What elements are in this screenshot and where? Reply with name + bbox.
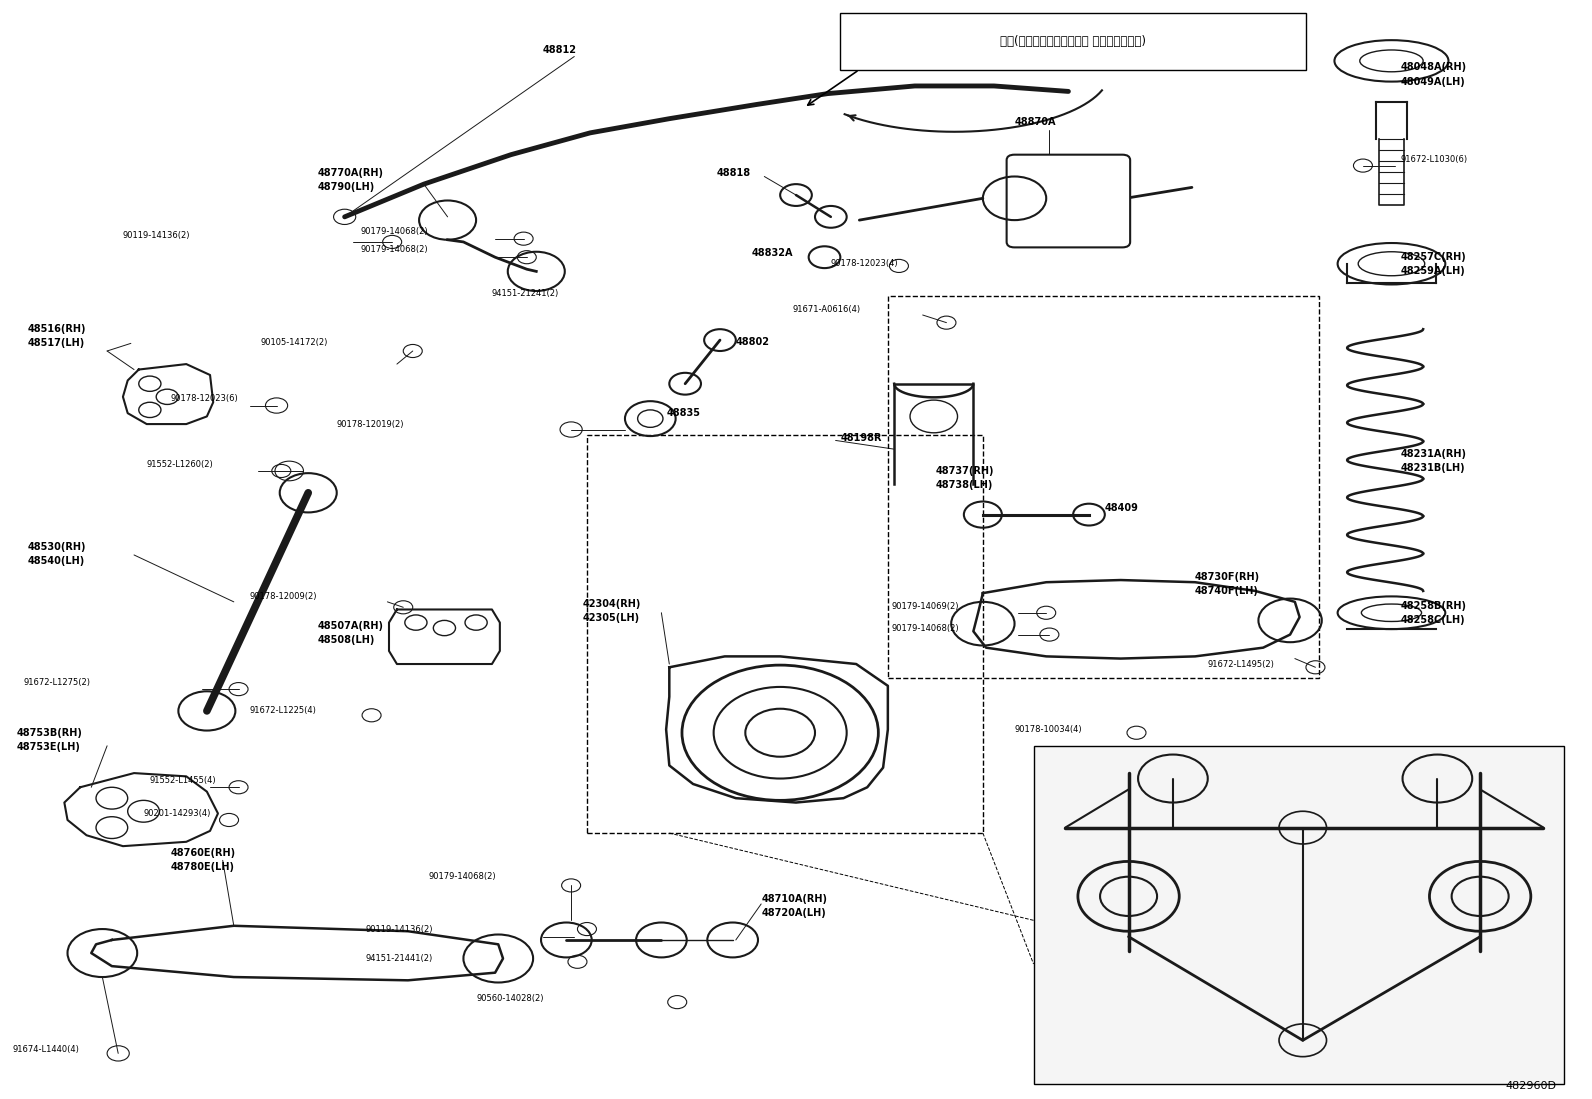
Text: 48818: 48818 bbox=[716, 168, 751, 178]
Text: 48540(LH): 48540(LH) bbox=[29, 556, 84, 566]
Text: 482960D: 482960D bbox=[1504, 1081, 1555, 1091]
Text: 91674-L1440(4): 91674-L1440(4) bbox=[13, 1044, 80, 1054]
Text: 48048A(RH): 48048A(RH) bbox=[1401, 63, 1468, 73]
Text: 48198R: 48198R bbox=[841, 433, 882, 443]
Text: 48760E(RH): 48760E(RH) bbox=[170, 847, 236, 857]
Text: 94151-21241(2): 94151-21241(2) bbox=[492, 289, 559, 298]
Text: 90119-14136(2): 90119-14136(2) bbox=[365, 924, 433, 933]
Text: 48720A(LH): 48720A(LH) bbox=[761, 908, 826, 918]
Text: 48770A(RH): 48770A(RH) bbox=[318, 168, 384, 178]
Text: 90178-10034(4): 90178-10034(4) bbox=[1014, 725, 1083, 734]
Text: 90178-12019(2): 90178-12019(2) bbox=[338, 420, 404, 429]
Text: 48753E(LH): 48753E(LH) bbox=[18, 742, 81, 752]
Text: 91671-A0616(4): 91671-A0616(4) bbox=[793, 306, 861, 314]
Text: 48507A(RH): 48507A(RH) bbox=[318, 621, 384, 631]
Text: 48802: 48802 bbox=[736, 337, 771, 347]
Bar bbox=[587, 435, 982, 833]
Text: 90201-14293(4): 90201-14293(4) bbox=[143, 809, 210, 818]
Text: 90179-14068(2): 90179-14068(2) bbox=[360, 226, 428, 235]
Text: 90179-14068(2): 90179-14068(2) bbox=[892, 623, 958, 633]
Text: 48258B(RH): 48258B(RH) bbox=[1401, 601, 1466, 611]
Text: 48530(RH): 48530(RH) bbox=[29, 542, 86, 553]
Text: 48835: 48835 bbox=[665, 408, 700, 418]
Text: 91552-L1260(2): 91552-L1260(2) bbox=[146, 459, 213, 469]
Text: 48259A(LH): 48259A(LH) bbox=[1401, 266, 1466, 276]
FancyBboxPatch shape bbox=[1006, 155, 1130, 247]
Text: 48790(LH): 48790(LH) bbox=[318, 182, 376, 192]
Bar bbox=[1033, 746, 1563, 1084]
Text: 91672-L1495(2): 91672-L1495(2) bbox=[1208, 659, 1275, 668]
Text: 48710A(RH): 48710A(RH) bbox=[761, 893, 828, 903]
Text: 48737(RH): 48737(RH) bbox=[936, 466, 993, 476]
Text: 有り(アクティブスタビラザ サスペンション): 有り(アクティブスタビラザ サスペンション) bbox=[1000, 35, 1146, 47]
Text: 48508(LH): 48508(LH) bbox=[318, 635, 376, 645]
Text: 90178-12009(2): 90178-12009(2) bbox=[250, 592, 317, 601]
Text: 91552-L1455(4): 91552-L1455(4) bbox=[150, 776, 217, 785]
Text: 90178-12023(6): 90178-12023(6) bbox=[170, 395, 239, 403]
Text: 90119-14136(2): 90119-14136(2) bbox=[123, 231, 191, 240]
Text: 48730F(RH): 48730F(RH) bbox=[1196, 571, 1261, 581]
Text: 91672-L1225(4): 91672-L1225(4) bbox=[250, 707, 317, 715]
Text: 90179-14069(2): 90179-14069(2) bbox=[892, 602, 958, 611]
Text: 48740F(LH): 48740F(LH) bbox=[1196, 586, 1259, 596]
Text: 48231A(RH): 48231A(RH) bbox=[1401, 448, 1466, 458]
Text: 48516(RH): 48516(RH) bbox=[29, 324, 86, 334]
Text: 48812: 48812 bbox=[543, 45, 576, 55]
Text: 48780E(LH): 48780E(LH) bbox=[170, 862, 234, 872]
Text: 48049A(LH): 48049A(LH) bbox=[1401, 77, 1466, 87]
Text: 91672-L1275(2): 91672-L1275(2) bbox=[24, 678, 91, 687]
Text: 42305(LH): 42305(LH) bbox=[583, 613, 640, 623]
Text: 90179-14068(2): 90179-14068(2) bbox=[360, 245, 428, 254]
Text: 42304(RH): 42304(RH) bbox=[583, 599, 640, 609]
Text: 94151-21441(2): 94151-21441(2) bbox=[365, 954, 433, 963]
Text: 48753B(RH): 48753B(RH) bbox=[18, 728, 83, 737]
Text: 48258C(LH): 48258C(LH) bbox=[1401, 615, 1466, 625]
Text: 48870A: 48870A bbox=[1014, 116, 1055, 127]
FancyBboxPatch shape bbox=[841, 13, 1305, 69]
Text: 91672-L1030(6): 91672-L1030(6) bbox=[1401, 155, 1468, 164]
Bar bbox=[888, 297, 1318, 678]
Text: 90178-12023(4): 90178-12023(4) bbox=[831, 259, 898, 268]
Text: 48231B(LH): 48231B(LH) bbox=[1401, 463, 1466, 473]
Text: 90560-14028(2): 90560-14028(2) bbox=[476, 995, 543, 1003]
Text: 90179-14068(2): 90179-14068(2) bbox=[428, 873, 497, 881]
Text: 48832A: 48832A bbox=[751, 248, 793, 258]
Text: 90105-14172(2): 90105-14172(2) bbox=[261, 337, 328, 347]
Text: 48738(LH): 48738(LH) bbox=[936, 480, 993, 490]
Text: 48257C(RH): 48257C(RH) bbox=[1401, 252, 1466, 263]
Text: 48517(LH): 48517(LH) bbox=[29, 338, 84, 348]
Text: 48409: 48409 bbox=[1105, 503, 1138, 513]
